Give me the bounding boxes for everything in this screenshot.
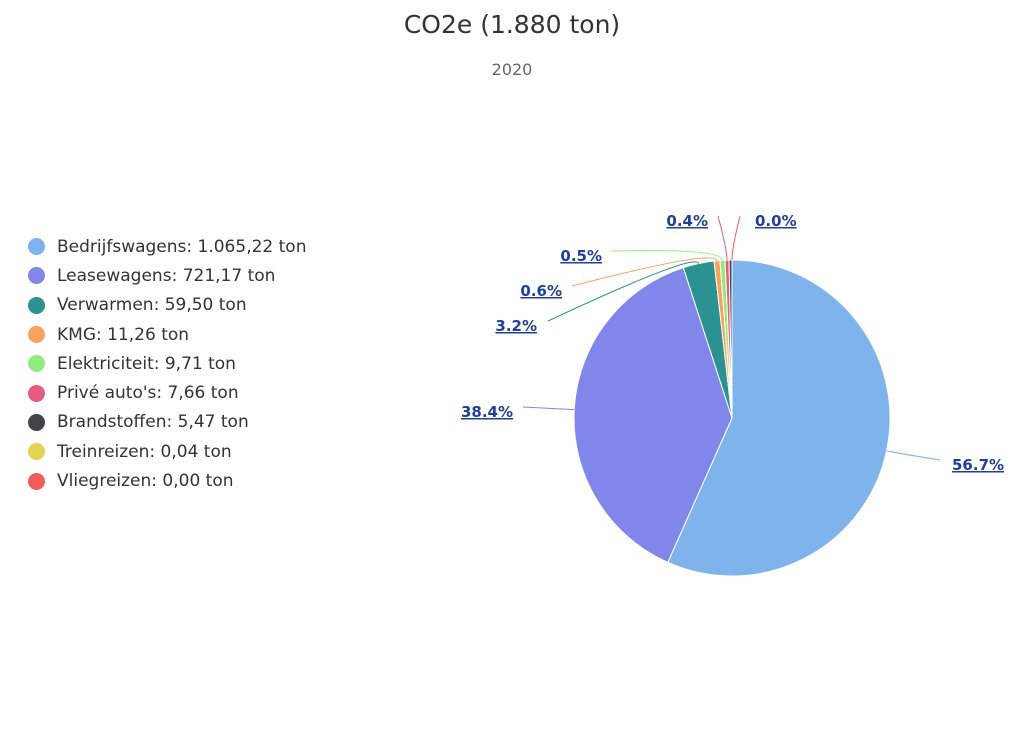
legend-label: Elektriciteit: 9,71 ton (57, 353, 236, 374)
data-label[interactable]: 0.4% (666, 212, 708, 230)
legend-label: Privé auto's: 7,66 ton (57, 383, 239, 404)
connector-line (731, 215, 741, 261)
legend-marker (28, 326, 45, 344)
legend-label: Treinreizen: 0,04 ton (57, 441, 232, 462)
legend-item-kmg[interactable]: KMG: 11,26 ton (28, 320, 306, 349)
legend-marker (28, 413, 45, 431)
legend-marker (28, 238, 45, 256)
legend-item-vliegreizen[interactable]: Vliegreizen: 0,00 ton (28, 466, 306, 495)
legend-marker (28, 296, 45, 314)
data-label[interactable]: 3.2% (495, 317, 537, 335)
legend-item-leasewagens[interactable]: Leasewagens: 721,17 ton (28, 261, 306, 290)
legend-label: Bedrijfswagens: 1.065,22 ton (57, 236, 307, 257)
data-label[interactable]: 0.5% (560, 247, 602, 265)
legend-marker (28, 267, 45, 285)
legend-marker (28, 355, 45, 373)
legend-label: KMG: 11,26 ton (57, 324, 190, 345)
data-labels: 56.7% 38.4% 3.2% 0.6% 0.5% 0.4% 0.0% (461, 212, 1004, 474)
legend-item-verwarmen[interactable]: Verwarmen: 59,50 ton (28, 291, 306, 320)
legend-item-prive-autos[interactable]: Privé auto's: 7,66 ton (28, 378, 306, 407)
data-label[interactable]: 38.4% (461, 403, 513, 421)
connector-lines (522, 215, 941, 461)
connector-line (547, 261, 700, 322)
legend-marker (28, 384, 45, 402)
connector-line (571, 257, 718, 287)
pie-slices (573, 259, 891, 577)
legend-item-brandstoffen[interactable]: Brandstoffen: 5,47 ton (28, 408, 306, 437)
connector-line (886, 450, 941, 461)
legend-label: Brandstoffen: 5,47 ton (57, 412, 249, 433)
legend-marker (28, 443, 45, 461)
pie-slice-leasewagens[interactable] (573, 267, 733, 563)
legend-label: Verwarmen: 59,50 ton (57, 295, 247, 316)
chart-subtitle: 2020 (491, 60, 533, 79)
legend: Bedrijfswagens: 1.065,22 ton Leasewagens… (28, 232, 306, 496)
chart-title: CO2e (1.880 ton) (403, 10, 621, 39)
pie-slice-bedrijfswagens[interactable] (667, 259, 891, 577)
legend-item-bedrijfswagens[interactable]: Bedrijfswagens: 1.065,22 ton (28, 232, 306, 261)
data-label[interactable]: 0.6% (520, 282, 562, 300)
legend-label: Vliegreizen: 0,00 ton (57, 471, 234, 492)
connector-line (522, 406, 575, 411)
data-label[interactable]: 56.7% (952, 456, 1004, 474)
connector-line (611, 250, 723, 261)
legend-label: Leasewagens: 721,17 ton (57, 265, 276, 286)
legend-item-treinreizen[interactable]: Treinreizen: 0,04 ton (28, 437, 306, 466)
connector-line (717, 215, 728, 261)
legend-marker (28, 472, 45, 490)
data-label[interactable]: 0.0% (755, 212, 797, 230)
legend-item-elektriciteit[interactable]: Elektriciteit: 9,71 ton (28, 349, 306, 378)
